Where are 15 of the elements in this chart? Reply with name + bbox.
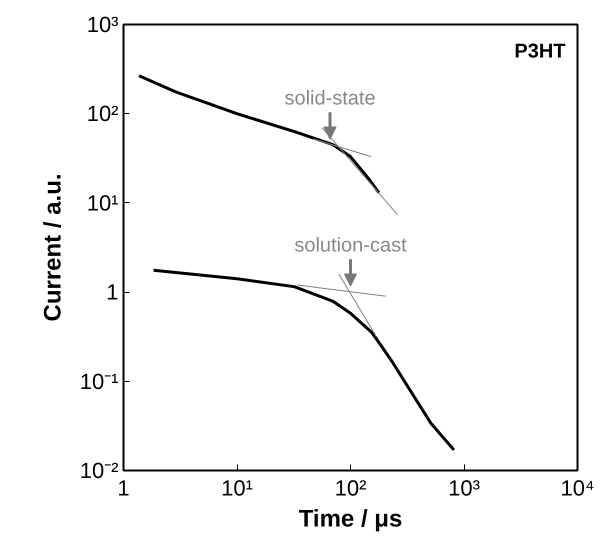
x-tick-label: 10² <box>334 476 366 500</box>
x-tick-label: 10³ <box>448 476 480 500</box>
annotation: solid-state <box>284 88 376 110</box>
x-axis-title: Time / μs <box>298 506 402 532</box>
annotation: P3HT <box>514 40 566 62</box>
x-tick-label: 10¹ <box>221 476 253 500</box>
annotation: solution-cast <box>294 234 408 257</box>
y-axis-title: Current / a.u. <box>40 173 67 322</box>
y-tick-label: 10² <box>86 101 118 126</box>
y-tick-label: 1 <box>106 280 119 305</box>
y-tick-label: 10⁻² <box>80 458 118 483</box>
x-tick-label: 10⁴ <box>560 476 594 500</box>
y-tick-label: 10⁻¹ <box>80 368 118 394</box>
y-tick-label: 10¹ <box>86 190 118 216</box>
y-tick-label: 10³ <box>86 12 118 37</box>
